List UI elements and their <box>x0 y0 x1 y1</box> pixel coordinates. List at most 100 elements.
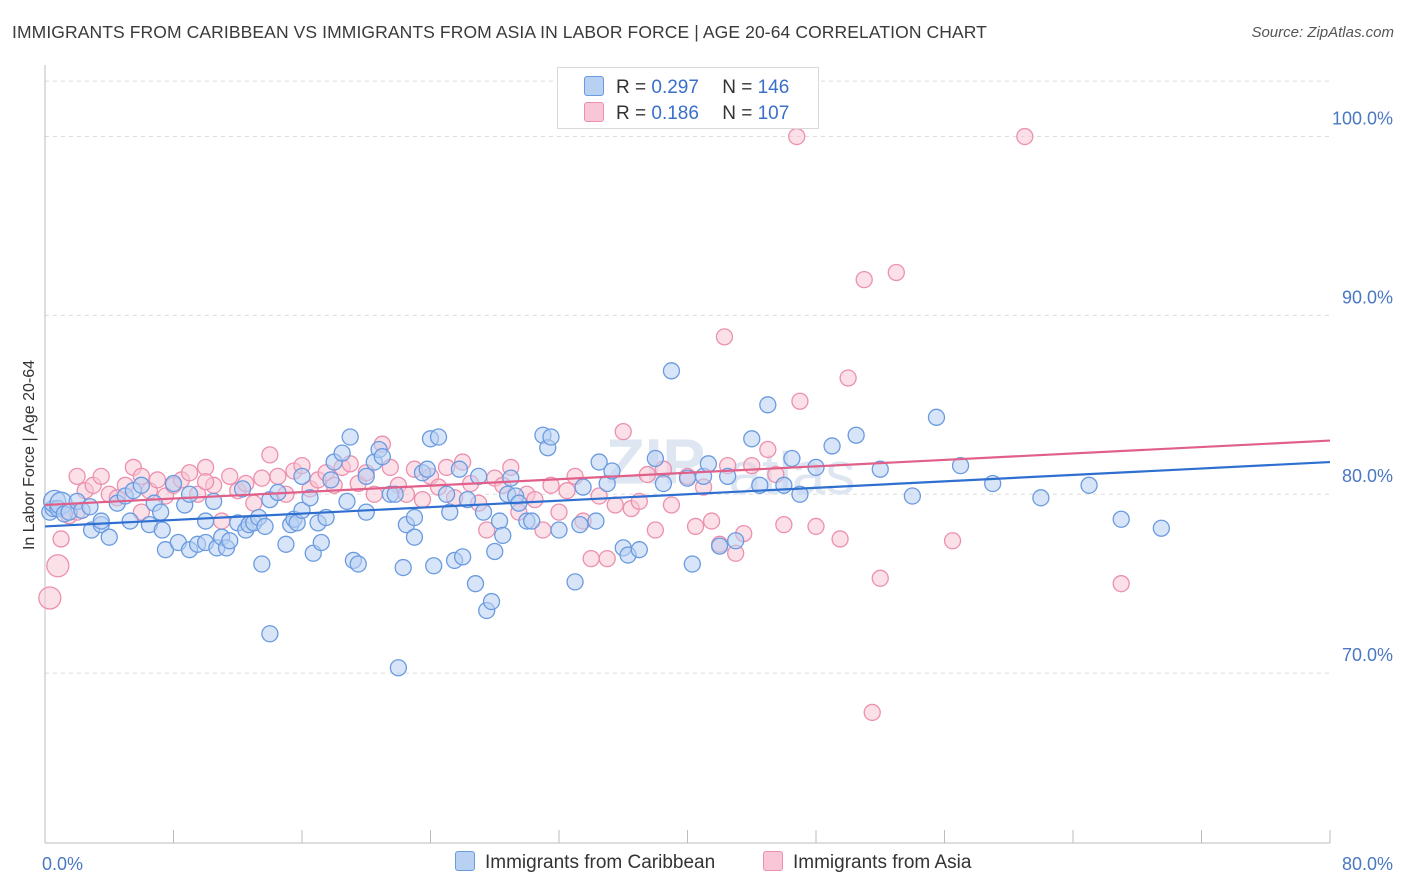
data-point-caribbean <box>823 437 841 455</box>
data-point-asia <box>839 369 857 387</box>
data-point-caribbean <box>301 489 319 507</box>
data-point-caribbean <box>474 503 493 521</box>
trend-line-caribbean <box>44 460 1331 528</box>
data-point-asia <box>526 490 544 509</box>
data-point-asia <box>221 467 239 486</box>
data-point-caribbean <box>903 487 922 505</box>
data-point-asia <box>261 446 279 464</box>
data-point-asia <box>92 467 110 486</box>
data-point-asia <box>1112 575 1130 593</box>
legend-row-caribbean: R = 0.297 N = 146 <box>584 76 789 100</box>
data-point-caribbean <box>727 532 745 550</box>
data-point-caribbean <box>1112 510 1130 528</box>
data-point-caribbean <box>256 517 274 536</box>
data-point-caribbean <box>494 526 512 545</box>
data-point-caribbean <box>386 485 404 503</box>
data-point-asia <box>52 530 70 548</box>
data-point-asia <box>662 496 681 514</box>
data-point-caribbean <box>453 548 472 566</box>
data-point-asia <box>196 458 215 477</box>
data-point-caribbean <box>590 453 608 471</box>
data-point-caribbean <box>646 449 665 468</box>
data-point-caribbean <box>571 515 589 534</box>
data-point-caribbean <box>951 456 970 475</box>
legend-item-caribbean: Immigrants from Caribbean <box>455 851 715 874</box>
data-point-asia <box>855 270 873 289</box>
data-point-asia <box>646 521 665 539</box>
data-point-caribbean <box>338 492 356 511</box>
legend-swatch-pink <box>763 851 783 871</box>
data-point-caribbean <box>180 485 199 503</box>
data-point-asia <box>887 263 905 282</box>
legend-swatch-blue <box>584 76 604 96</box>
data-point-caribbean <box>1032 489 1050 507</box>
data-point-caribbean <box>710 537 729 555</box>
data-point-asia <box>253 469 271 487</box>
data-point-caribbean <box>791 485 809 503</box>
stats-legend: R = 0.297 N = 146 R = 0.186 N = 107 <box>557 67 819 129</box>
data-point-caribbean <box>743 430 761 448</box>
data-point-caribbean <box>574 478 592 496</box>
data-point-caribbean <box>662 362 681 380</box>
data-point-caribbean <box>293 467 311 486</box>
legend-n-value: 146 <box>757 77 790 98</box>
data-point-caribbean <box>470 467 488 486</box>
data-point-caribbean <box>349 555 367 573</box>
data-point-caribbean <box>394 558 412 577</box>
data-point-caribbean <box>1080 476 1098 494</box>
data-point-caribbean <box>373 448 391 466</box>
data-point-asia <box>590 487 608 505</box>
data-point-caribbean <box>523 512 541 530</box>
y-tick-label: 80.0% <box>1342 466 1393 486</box>
data-point-caribbean <box>357 503 375 521</box>
data-point-caribbean <box>699 455 718 473</box>
data-point-caribbean <box>151 503 170 521</box>
data-point-asia <box>791 392 809 410</box>
y-tick-label: 90.0% <box>1342 287 1393 307</box>
data-point-asia <box>686 517 705 536</box>
data-point-asia <box>1016 127 1034 146</box>
legend-swatch-pink <box>584 102 604 122</box>
data-point-asia <box>871 569 889 587</box>
legend-r-value: 0.186 <box>651 103 699 124</box>
data-point-caribbean <box>418 460 436 478</box>
data-point-caribbean <box>630 541 648 559</box>
data-point-asia <box>943 532 962 550</box>
data-point-asia <box>807 517 825 536</box>
legend-r-label: R = <box>616 103 647 124</box>
data-point-asia <box>68 467 86 486</box>
data-point-caribbean <box>783 449 801 468</box>
data-point-caribbean <box>566 573 584 591</box>
legend-label-asia: Immigrants from Asia <box>793 852 972 873</box>
data-point-caribbean <box>775 476 793 494</box>
data-point-caribbean <box>132 476 151 494</box>
data-point-caribbean <box>482 592 501 611</box>
legend-r-value: 0.297 <box>651 77 699 98</box>
legend-n-label: N = <box>722 77 753 98</box>
data-point-caribbean <box>759 396 777 414</box>
data-point-asia <box>180 464 199 482</box>
axes <box>44 65 1331 844</box>
data-point-asia <box>38 586 62 610</box>
data-point-asia <box>196 473 215 491</box>
data-point-asia <box>46 554 70 578</box>
data-point-asia <box>759 440 777 459</box>
data-point-asia <box>245 494 263 512</box>
data-point-caribbean <box>92 512 110 530</box>
data-point-caribbean <box>341 428 359 446</box>
data-point-caribbean <box>550 521 568 539</box>
data-point-asia <box>715 328 734 346</box>
data-point-caribbean <box>153 521 171 539</box>
data-point-caribbean <box>100 528 118 546</box>
data-point-caribbean <box>542 428 560 446</box>
data-point-caribbean <box>441 503 459 521</box>
data-point-caribbean <box>312 533 330 552</box>
data-point-caribbean <box>389 659 408 677</box>
data-point-caribbean <box>81 498 99 516</box>
data-point-asia <box>132 503 151 521</box>
data-point-caribbean <box>429 428 448 446</box>
source-label: Source: ZipAtlas.com <box>1251 24 1394 41</box>
data-point-caribbean <box>322 471 340 489</box>
data-point-asia <box>582 549 600 568</box>
data-point-caribbean <box>490 512 509 530</box>
